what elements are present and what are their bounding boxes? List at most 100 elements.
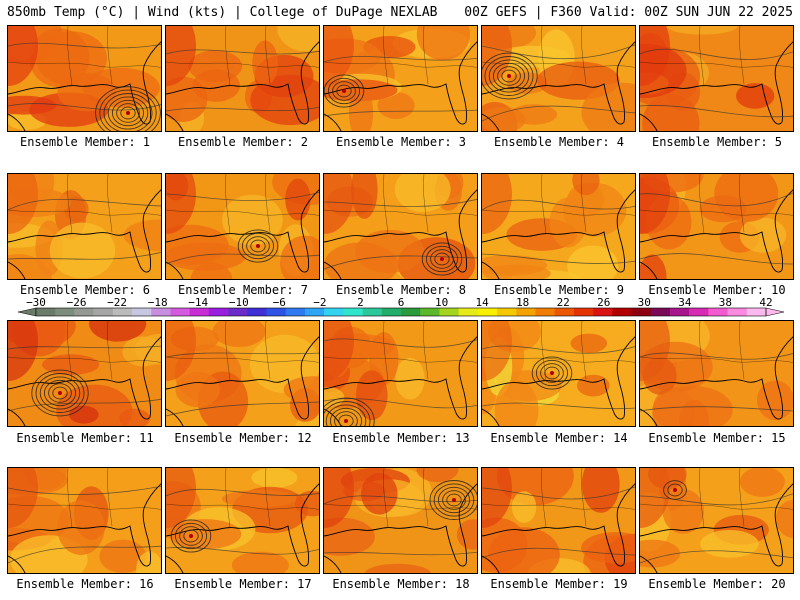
temperature-field [640,174,793,279]
ensemble-member-label: Ensemble Member: 8 [335,283,467,297]
temperature-field [8,321,161,426]
ensemble-member-label: Ensemble Member: 17 [174,577,312,591]
ensemble-member-label: Ensemble Member: 6 [19,283,151,297]
ensemble-member-label: Ensemble Member: 4 [493,135,625,149]
temperature-field [166,468,319,573]
ensemble-member-label: Ensemble Member: 19 [490,577,628,591]
colorbar-tick-label: −6 [273,296,286,309]
ensemble-member-label: Ensemble Member: 7 [177,283,309,297]
ensemble-member-map [165,467,320,574]
colorbar-swatch [343,308,363,316]
ensemble-member-label: Ensemble Member: 11 [16,431,154,445]
colorbar-tick-label: 42 [759,296,772,309]
colorbar-swatch [151,308,171,316]
colorbar-tick-label: −22 [107,296,127,309]
colorbar-tick-label: −30 [26,296,46,309]
ensemble-member-map [639,25,794,132]
ensemble-member-label: Ensemble Member: 16 [16,577,154,591]
ensemble-member-map [7,320,162,427]
colorbar-swatch [689,308,709,316]
colorbar-swatch [324,308,344,316]
ensemble-member-label: Ensemble Member: 2 [177,135,309,149]
colorbar-swatch [247,308,267,316]
colorbar-swatch [74,308,94,316]
colorbar-tick-label: 26 [597,296,610,309]
ensemble-member-map [323,25,478,132]
colorbar-swatch [650,308,671,316]
ensemble-member-label: Ensemble Member: 18 [332,577,470,591]
ensemble-member-map [165,25,320,132]
colorbar-swatch [669,308,690,316]
colorbar-tick-label: 14 [475,296,489,309]
colorbar-swatch [497,308,517,316]
colorbar-swatch [458,308,479,316]
colorbar-swatch [612,308,632,316]
colorbar-swatch [55,308,75,316]
ensemble-member-label: Ensemble Member: 10 [648,283,786,297]
temperature-field [166,321,319,426]
temperature-field [166,174,319,279]
colorbar-swatch [266,308,287,316]
ensemble-member-map [639,320,794,427]
colorbar-tick-label: 10 [435,296,448,309]
temperature-field [640,321,793,426]
ensemble-member-map [7,467,162,574]
ensemble-member-label: Ensemble Member: 20 [648,577,786,591]
colorbar-swatch [439,308,459,316]
colorbar-swatch [304,308,325,316]
ensemble-member-map [481,320,636,427]
colorbar-swatch [631,308,652,316]
ensemble-member-map [323,320,478,427]
colorbar-swatch [535,308,555,316]
ensemble-member-map [481,25,636,132]
ensemble-member-label: Ensemble Member: 3 [335,135,467,149]
colorbar-swatch [285,308,306,316]
ensemble-member-map [7,173,162,280]
colorbar-tick-label: −26 [67,296,87,309]
temperature-field [8,468,161,573]
temperature-field [482,174,635,279]
colorbar-swatch [381,308,402,316]
colorbar-swatch [727,308,748,316]
colorbar-tick-label: 22 [557,296,570,309]
colorbar-swatch [573,308,594,316]
colorbar-swatch [554,308,575,316]
ensemble-member-map [165,173,320,280]
map-title: 850mb Temp (°C) | Wind (kts) | College o… [7,5,438,20]
colorbar-tick-label: 34 [678,296,692,309]
ensemble-member-label: Ensemble Member: 15 [648,431,786,445]
colorbar-swatch [516,308,536,316]
colorbar-tick-label: −14 [188,296,208,309]
temperature-field [324,321,477,426]
ensemble-member-map [639,467,794,574]
colorbar-tick-label: 38 [719,296,732,309]
colorbar-tick-label: 6 [398,296,405,309]
colorbar-swatch [93,308,114,316]
colorbar-swatch [112,308,133,316]
ensemble-member-map [639,173,794,280]
colorbar-swatch [477,308,498,316]
ensemble-member-label: Ensemble Member: 13 [332,431,470,445]
temperature-field [482,321,635,426]
temperature-field [640,468,793,573]
ensemble-member-label: Ensemble Member: 9 [493,283,625,297]
colorbar-tick-label: 18 [516,296,529,309]
ensemble-member-map [481,173,636,280]
temperature-field [482,468,635,573]
temperature-colorbar: −30 −26 −22 −18 −14 −10 −6 −2 2 6 10 14 18 22 26 30 34 38… [17,296,785,317]
colorbar-swatch [36,308,56,316]
temperature-field [482,26,635,131]
ensemble-member-label: Ensemble Member: 12 [174,431,312,445]
colorbar-tick-label: −18 [148,296,168,309]
ensemble-member-map [323,467,478,574]
ensemble-member-map [323,173,478,280]
ensemble-member-label: Ensemble Member: 5 [651,135,783,149]
temperature-field [324,468,477,573]
temperature-field [324,174,477,279]
ensemble-member-label: Ensemble Member: 1 [19,135,151,149]
colorbar-tick-label: 30 [638,296,651,309]
ensemble-member-map [7,25,162,132]
colorbar-swatch [746,308,767,316]
colorbar-swatch [228,308,248,316]
colorbar-swatch [401,308,421,316]
